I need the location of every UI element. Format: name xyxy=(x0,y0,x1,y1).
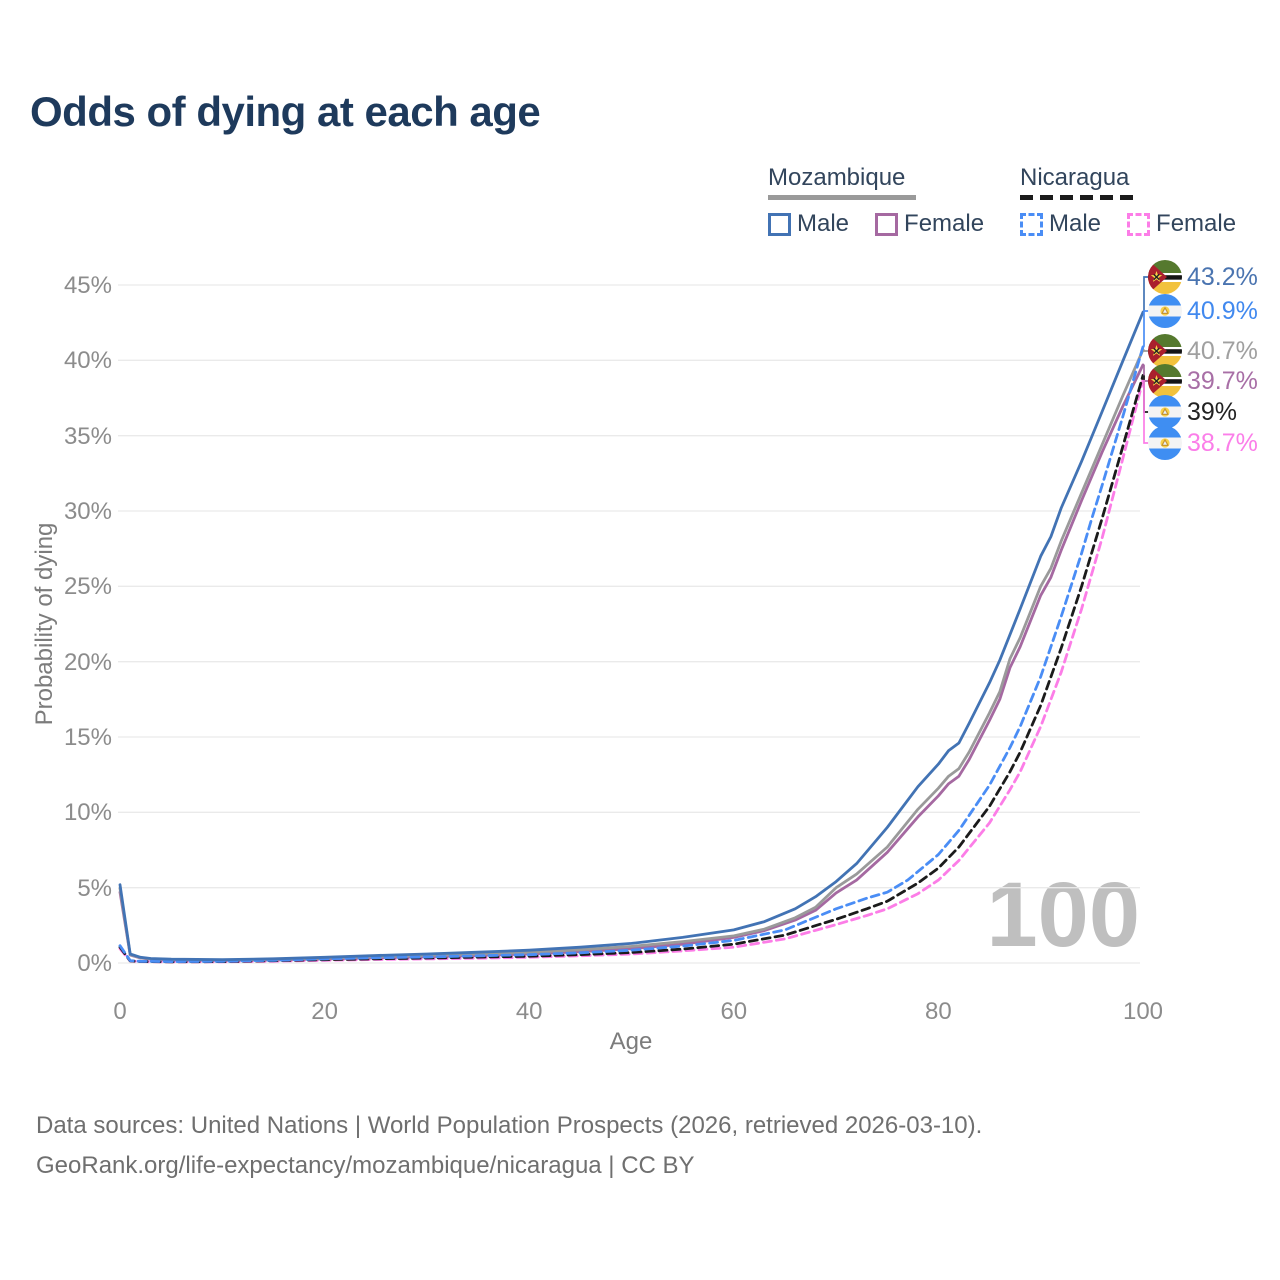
y-axis-title: Probability of dying xyxy=(31,522,58,726)
legend-group-nicaragua: Nicaragua Male Female xyxy=(1020,164,1262,238)
legend-item-mozambique-male: Male xyxy=(768,210,849,238)
legend-item-label: Male xyxy=(797,210,850,237)
series-line-mozambique-male xyxy=(118,310,1145,962)
legend-item-label: Male xyxy=(1049,210,1102,237)
legend-item-nicaragua-female: Female xyxy=(1127,210,1236,238)
legend-item-label: Female xyxy=(1156,210,1237,237)
legend-header-mozambique: Mozambique xyxy=(768,164,906,191)
legend-underline-mozambique xyxy=(768,195,916,200)
legend-item-mozambique-female: Female xyxy=(875,210,984,238)
legend-header-nicaragua: Nicaragua xyxy=(1020,164,1130,191)
series-line-nicaragua xyxy=(118,374,1145,964)
series-line-nicaragua-male xyxy=(118,345,1145,963)
page-title: Odds of dying at each age xyxy=(30,88,541,135)
leader-line xyxy=(1143,310,1150,347)
series-line-mozambique-female xyxy=(118,363,1145,962)
legend-item-label: Female xyxy=(904,210,985,237)
series-line-mozambique xyxy=(118,348,1145,962)
legend-underline-nicaragua xyxy=(1020,195,1134,200)
leader-line xyxy=(1143,364,1150,382)
line-swatch-icon xyxy=(1127,212,1151,236)
footer-attribution: GeoRank.org/life-expectancy/mozambique/n… xyxy=(36,1152,695,1179)
leader-line xyxy=(1143,276,1150,313)
legend-group-mozambique: Mozambique Male Female xyxy=(768,164,1010,238)
line-swatch-icon xyxy=(875,212,899,236)
legend-item-nicaragua-male: Male xyxy=(1020,210,1101,238)
age-watermark: 100 xyxy=(986,864,1141,966)
series-line-nicaragua-female xyxy=(118,378,1145,964)
leader-line xyxy=(1143,349,1150,352)
line-swatch-icon xyxy=(1020,212,1043,236)
line-swatch-icon xyxy=(768,212,791,236)
footer-sources: Data sources: United Nations | World Pop… xyxy=(36,1112,983,1139)
x-axis-title: Age xyxy=(609,1028,653,1055)
